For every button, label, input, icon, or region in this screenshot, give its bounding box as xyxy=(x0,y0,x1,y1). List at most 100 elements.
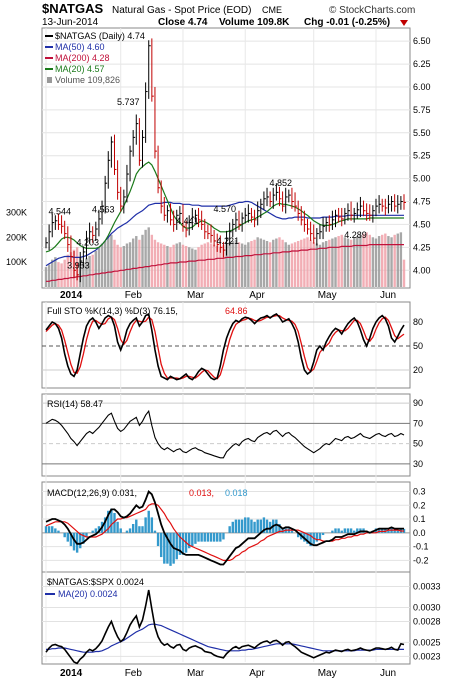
volume-bar xyxy=(113,239,116,287)
price-annotation: 3.953 xyxy=(67,261,90,271)
rsi-y-tick: 50 xyxy=(413,439,423,449)
chart-date: 13-Jun-2014 xyxy=(42,17,99,28)
macd-histogram-bar xyxy=(212,532,216,542)
macd-histogram-bar xyxy=(265,519,269,533)
macd-histogram-bar xyxy=(206,532,210,542)
volume-bar xyxy=(209,243,213,287)
macd-y-tick: 0.0 xyxy=(413,528,426,538)
change-value: Chg -0.01 (-0.25%) xyxy=(304,17,390,28)
volume-bar xyxy=(268,242,272,287)
macd-histogram-bar xyxy=(181,532,185,555)
volume-bar xyxy=(191,248,194,287)
macd-histogram-bar xyxy=(209,532,213,542)
volume-bar xyxy=(343,237,347,287)
ratio-ma-legend: MA(20) 0.0024 xyxy=(58,589,118,599)
macd-histogram-bar xyxy=(250,519,253,533)
volume-bar xyxy=(303,238,306,287)
volume-bar xyxy=(396,233,399,287)
macd-legend-signal: 0.013, xyxy=(189,488,214,498)
volume-bar xyxy=(181,244,185,287)
volume-bar xyxy=(188,247,191,287)
macd-histogram-bar xyxy=(138,526,141,533)
macd-histogram-bar xyxy=(119,528,122,533)
macd-histogram-bar xyxy=(103,517,107,533)
volume-bar xyxy=(44,267,48,287)
volume-bar xyxy=(219,247,222,287)
volume-bar xyxy=(228,242,231,287)
volume-bar xyxy=(324,241,328,287)
volume-bar xyxy=(290,243,294,287)
volume-bar xyxy=(147,227,150,287)
macd-histogram-bar xyxy=(135,519,138,533)
macd-y-tick: -0.2 xyxy=(413,555,429,565)
rsi-legend: RSI(14) 58.47 xyxy=(47,399,103,409)
macd-histogram-bar xyxy=(222,532,225,540)
volume-bar xyxy=(60,263,63,287)
price-y-tick: 6.50 xyxy=(413,36,431,46)
volume-bar xyxy=(328,239,331,287)
legend-entry: $NATGAS (Daily) 4.74 xyxy=(55,31,145,41)
volume-bar xyxy=(91,254,94,287)
macd-histogram-bar xyxy=(216,532,219,542)
rsi-y-tick: 90 xyxy=(413,398,423,408)
close-value: Close 4.74 xyxy=(158,17,208,28)
volume-bar xyxy=(387,236,390,287)
macd-histogram-bar xyxy=(231,521,234,533)
volume-bar xyxy=(94,250,98,287)
month-label-bottom: Jun xyxy=(380,668,396,679)
month-label: May xyxy=(318,290,337,301)
macd-histogram-bar xyxy=(144,517,147,533)
volume-bar xyxy=(393,234,396,287)
month-label-bottom: May xyxy=(318,668,337,679)
rsi-y-tick: 30 xyxy=(413,459,423,469)
month-label-bottom: Mar xyxy=(187,668,205,679)
rsi-line xyxy=(45,409,405,459)
volume-bar xyxy=(399,232,403,287)
macd-histogram-bar xyxy=(141,526,144,533)
down-triangle-icon xyxy=(400,20,408,26)
volume-bar xyxy=(97,247,101,287)
macd-histogram-bar xyxy=(66,532,69,542)
macd-histogram-bar xyxy=(163,532,166,564)
macd-histogram-bar xyxy=(197,532,200,542)
macd-histogram-bar xyxy=(91,530,94,533)
volume-bar xyxy=(306,237,309,287)
month-label-bottom: 2014 xyxy=(60,668,83,679)
macd-histogram-bar xyxy=(381,528,384,533)
price-annotation: 4.221 xyxy=(217,236,240,246)
price-annotation: 4.563 xyxy=(92,205,115,215)
volume-bar xyxy=(150,234,154,287)
macd-histogram-bar xyxy=(188,532,191,549)
volume-bar xyxy=(309,239,312,287)
price-annotation: 4.852 xyxy=(269,178,292,188)
volume-bar xyxy=(163,244,166,287)
macd-histogram-bar xyxy=(309,532,312,547)
volume-bar xyxy=(359,234,362,287)
macd-histogram-bar xyxy=(315,532,319,542)
macd-histogram-bar xyxy=(349,528,353,533)
sto-y-tick: 20 xyxy=(413,365,423,375)
macd-histogram-bar xyxy=(268,521,272,533)
macd-histogram-bar xyxy=(85,532,88,538)
volume-bar xyxy=(321,242,325,287)
macd-histogram-bar xyxy=(107,510,110,533)
volume-bar xyxy=(356,236,359,287)
macd-histogram-bar xyxy=(131,524,135,533)
macd-histogram-bar xyxy=(396,530,399,533)
macd-histogram-bar xyxy=(156,532,160,547)
chart-symbol: $NATGAS xyxy=(42,1,103,16)
macd-histogram-bar xyxy=(237,519,241,533)
macd-histogram-bar xyxy=(256,519,259,533)
volume-bar xyxy=(318,244,322,287)
macd-y-tick: 0.3 xyxy=(413,487,426,497)
volume-bar xyxy=(349,239,353,287)
sto-legend-d: 64.86 xyxy=(225,306,248,316)
volume-bar xyxy=(63,259,66,287)
sto-k-line xyxy=(45,312,405,381)
volume-bar xyxy=(122,245,126,287)
volume-bar xyxy=(178,242,182,287)
volume-bar xyxy=(119,247,122,287)
volume-bar xyxy=(131,238,135,287)
volume-bar xyxy=(231,241,234,287)
price-annotation: 4.570 xyxy=(213,204,236,214)
